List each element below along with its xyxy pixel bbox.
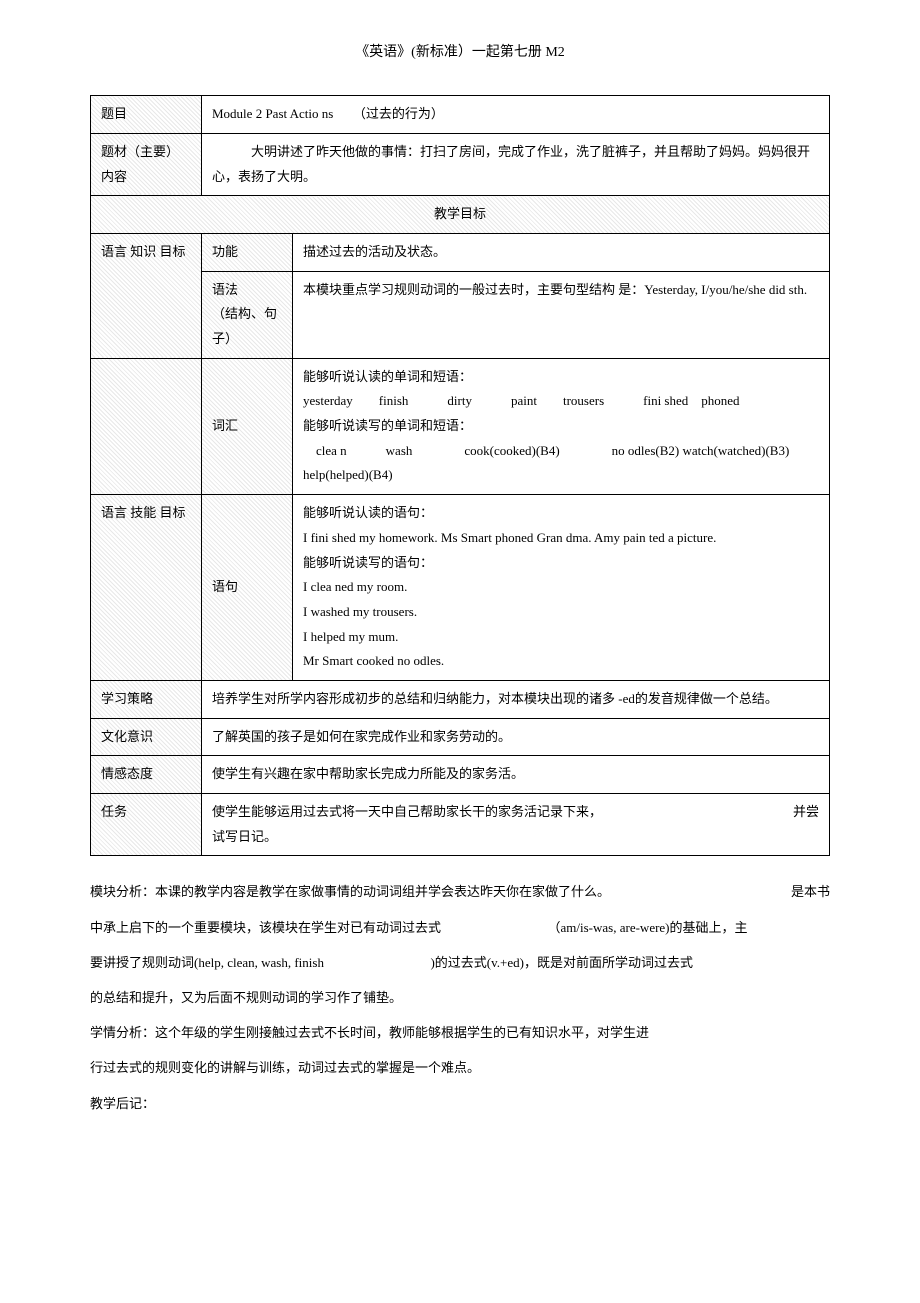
sent-line5: I washed my trousers. [303,600,819,625]
label-vocab: 词汇 [202,358,293,494]
para-3: 要讲授了规则动词(help, clean, wash, finish )的过去式… [90,947,830,978]
label-vocab-blank [91,358,202,494]
label-culture: 文化意识 [91,718,202,756]
label-grammar-text: 语法 （结构、句子） [212,282,277,346]
p1b: 是本书 [791,876,830,907]
value-topic: Module 2 Past Actio ns （过去的行为） [202,96,830,134]
label-grammar: 语法 （结构、句子） [202,271,293,358]
value-emotion: 使学生有兴趣在家中帮助家长完成力所能及的家务活。 [202,756,830,794]
task-tail: 并尝 [793,800,819,825]
value-grammar: 本模块重点学习规则动词的一般过去时，主要句型结构 是：Yesterday, I/… [293,271,830,358]
label-topic: 题目 [91,96,202,134]
value-strategy: 培养学生对所学内容形成初步的总结和归纳能力，对本模块出现的诸多 -ed的发音规律… [202,680,830,718]
label-lang-knowledge: 语言 知识 目标 [91,233,202,358]
label-task: 任务 [91,794,202,856]
para-5: 学情分析：这个年级的学生刚接触过去式不长时间，教师能够根据学生的已有知识水平，对… [90,1017,830,1048]
vocab-line3: 能够听说读写的单词和短语： [303,414,819,439]
task-main: 使学生能够运用过去式将一天中自己帮助家长干的家务活记录下来， [212,804,602,819]
sent-line4: I clea ned my room. [303,575,819,600]
label-strategy: 学习策略 [91,680,202,718]
p2b: （am/is-was, are-were)的基础上，主 [548,920,748,935]
sent-line6: I helped my mum. [303,625,819,650]
value-function: 描述过去的活动及状态。 [293,233,830,271]
label-material: 题材（主要）内容 [91,133,202,195]
vocab-line2: yesterday finish dirty paint trousers fi… [303,389,819,414]
sent-line2: I fini shed my homework. Ms Smart phoned… [303,526,819,551]
para-4: 的总结和提升，又为后面不规则动词的学习作了铺垫。 [90,982,830,1013]
para-7: 教学后记： [90,1088,830,1119]
document-title: 《英语》(新标准）一起第七册 M2 [90,40,830,65]
label-emotion: 情感态度 [91,756,202,794]
sent-line7: Mr Smart cooked no odles. [303,649,819,674]
lesson-plan-table: 题目 Module 2 Past Actio ns （过去的行为） 题材（主要）… [90,95,830,856]
vocab-line1: 能够听说认读的单词和短语： [303,365,819,390]
value-culture: 了解英国的孩子是如何在家完成作业和家务劳动的。 [202,718,830,756]
p3b: )的过去式(v.+ed)，既是对前面所学动词过去式 [430,955,693,970]
value-material: 大明讲述了昨天他做的事情：打扫了房间，完成了作业，洗了脏裤子，并且帮助了妈妈。妈… [202,133,830,195]
sent-line1: 能够听说认读的语句： [303,501,819,526]
value-vocab: 能够听说认读的单词和短语： yesterday finish dirty pai… [293,358,830,494]
task-line2: 试写日记。 [212,829,277,844]
para-1: 模块分析：本课的教学内容是教学在家做事情的动词词组并学会表达昨天你在家做了什么。… [90,876,830,907]
value-sentences: 能够听说认读的语句： I fini shed my homework. Ms S… [293,495,830,681]
para-6: 行过去式的规则变化的讲解与训练，动词过去式的掌握是一个难点。 [90,1052,830,1083]
vocab-line4: clea n wash cook(cooked)(B4) no odles(B2… [303,439,819,488]
p2a: 中承上启下的一个重要模块，该模块在学生对已有动词过去式 [90,920,441,935]
label-lang-skill: 语言 技能 目标 [91,495,202,681]
value-task: 使学生能够运用过去式将一天中自己帮助家长干的家务活记录下来， 并尝 试写日记。 [202,794,830,856]
label-sentences: 语句 [202,495,293,681]
section-objectives: 教学目标 [91,196,830,234]
label-function: 功能 [202,233,293,271]
p1a: 模块分析：本课的教学内容是教学在家做事情的动词词组并学会表达昨天你在家做了什么。 [90,884,610,899]
para-2: 中承上启下的一个重要模块，该模块在学生对已有动词过去式 （am/is-was, … [90,912,830,943]
sent-line3: 能够听说读写的语句： [303,551,819,576]
p3a: 要讲授了规则动词(help, clean, wash, finish [90,955,324,970]
